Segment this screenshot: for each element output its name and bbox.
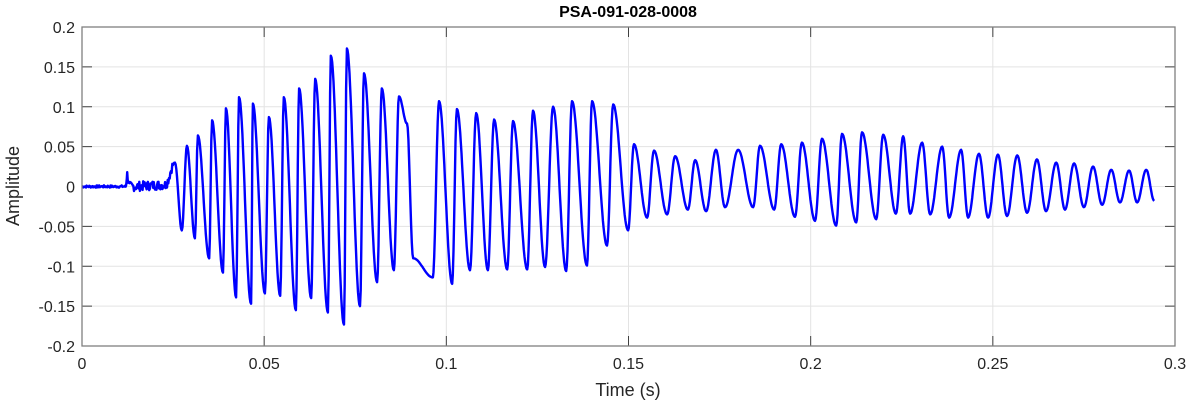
y-tick-label: 0.2 <box>53 20 75 37</box>
x-tick-label: 0 <box>78 356 87 373</box>
x-axis-label: Time (s) <box>595 380 660 400</box>
y-tick-label: -0.15 <box>39 299 76 316</box>
chart-title: PSA-091-028-0008 <box>559 4 697 21</box>
y-tick-label: -0.1 <box>47 259 75 276</box>
series-group <box>81 47 1156 326</box>
x-tick-label: 0.1 <box>435 356 457 373</box>
x-tick-label: 0.25 <box>977 356 1008 373</box>
y-tick-label: 0.05 <box>44 140 75 157</box>
y-tick-label: -0.05 <box>39 219 76 236</box>
x-tick-label: 0.05 <box>249 356 280 373</box>
x-tick-label: 0.15 <box>613 356 644 373</box>
y-axis-label: Amplitude <box>3 146 23 226</box>
axes-box <box>81 26 1176 347</box>
x-tick-label: 0.3 <box>1164 356 1186 373</box>
x-tick-label: 0.2 <box>800 356 822 373</box>
y-tick-label: 0 <box>66 180 75 197</box>
y-tick-label: 0.15 <box>44 60 75 77</box>
amplitude-series-line <box>81 47 1156 326</box>
y-tick-label: 0.1 <box>53 100 75 117</box>
y-tick-label: -0.2 <box>47 339 75 356</box>
